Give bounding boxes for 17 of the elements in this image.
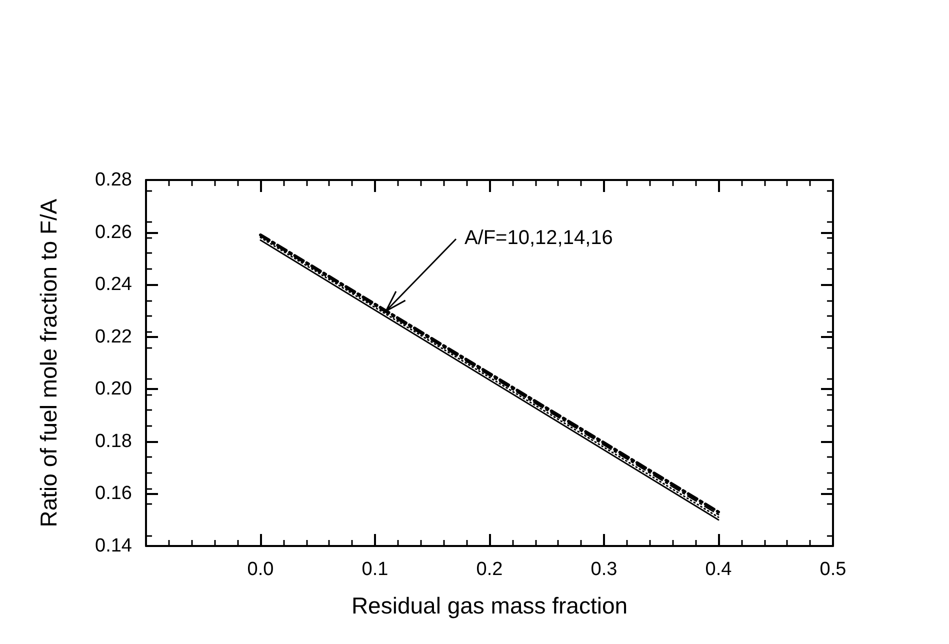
x-tick-label: 0.1 xyxy=(362,559,388,580)
y-tick-label: 0.24 xyxy=(95,274,132,296)
x-tick-label: 0.5 xyxy=(820,559,846,580)
y-tick-label: 0.20 xyxy=(95,378,132,400)
x-tick-label: 0.4 xyxy=(705,559,732,580)
y-tick-label: 0.26 xyxy=(95,222,132,243)
y-tick-label: 0.16 xyxy=(95,483,132,504)
y-tick-label: 0.28 xyxy=(95,170,132,190)
y-tick-label: 0.14 xyxy=(95,536,132,556)
x-tick-label: 0.3 xyxy=(590,559,618,580)
x-axis-title: Residual gas mass fraction xyxy=(351,592,628,618)
y-tick-label: 0.22 xyxy=(95,326,132,348)
y-axis-title: Ratio of fuel mole fraction to F/A xyxy=(36,198,62,528)
x-tick-label: 0.0 xyxy=(247,559,274,580)
annotation: A/F=10,12,14,16 xyxy=(464,226,613,250)
y-tick-label: 0.18 xyxy=(95,430,132,452)
x-tick-label: 0.2 xyxy=(476,559,503,580)
